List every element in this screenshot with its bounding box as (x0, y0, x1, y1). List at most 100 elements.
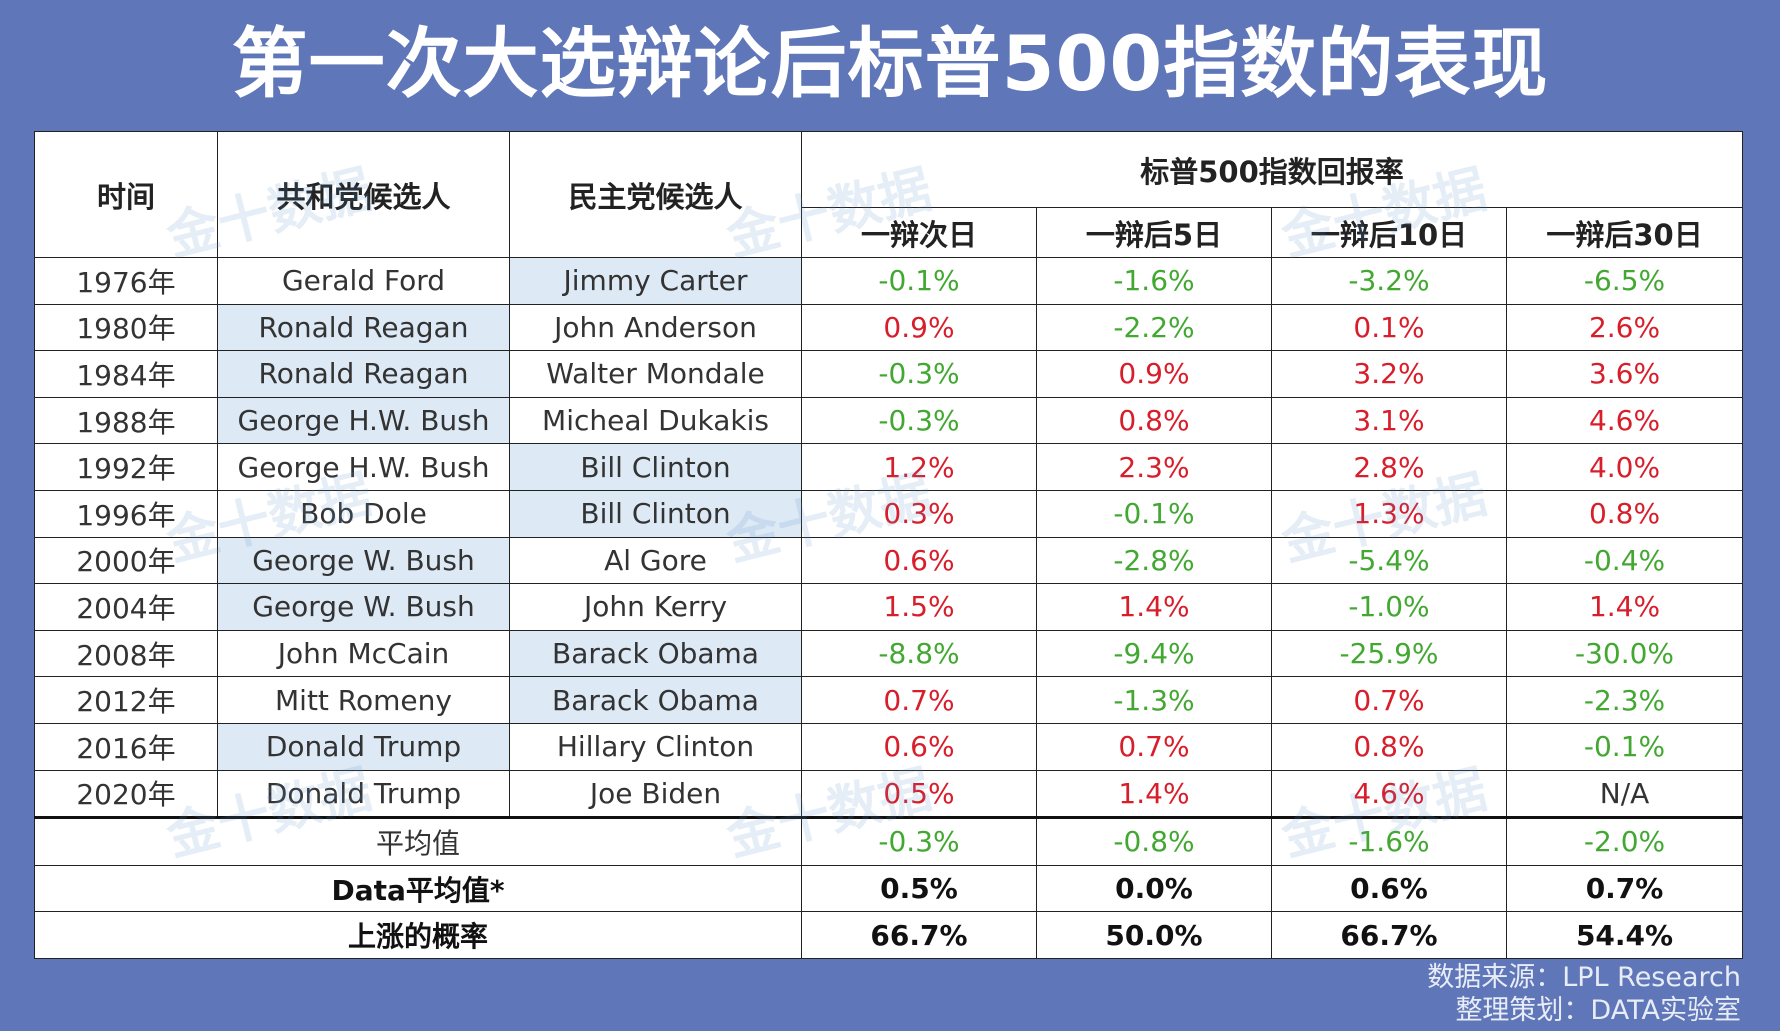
returns-table-container: 时间 共和党候选人 民主党候选人 标普500指数回报率 一辩次日 一辩后5日 一… (34, 131, 1744, 959)
return-day1-cell: -8.8% (801, 629, 1037, 678)
return-day5-cell: 0.9% (1036, 350, 1272, 398)
table-body: 1976年 Gerald Ford Jimmy Carter -0.1% -1.6% -3… (34, 257, 1744, 820)
table-row: 2000年 George W. Bush Al Gore 0.6% -2.8% -5.4%… (34, 536, 1744, 585)
return-day10-cell: 3.2% (1271, 350, 1507, 398)
democrat-cell: Barack Obama (509, 629, 802, 678)
year-cell: 1992年 (34, 443, 218, 491)
year-cell: 1988年 (34, 396, 218, 445)
header-day30: 一辩后30日 (1505, 207, 1744, 258)
year-cell: 2020年 (34, 769, 218, 820)
header-day10: 一辩后10日 (1271, 207, 1507, 258)
return-day5-cell: -2.2% (1036, 303, 1272, 352)
summary-row: Data平均值* 0.5% 0.0% 0.6% 0.7% (34, 864, 1744, 913)
republican-cell: George H.W. Bush (217, 396, 510, 445)
summary-d30-cell: -2.0% (1505, 817, 1744, 866)
republican-cell: Ronald Reagan (217, 303, 510, 352)
summary-d1-cell: 0.5% (801, 864, 1037, 913)
republican-cell: Gerald Ford (217, 257, 510, 305)
footer-editor: 整理策划：DATA实验室 (1455, 995, 1741, 1026)
return-day5-cell: 2.3% (1036, 443, 1272, 491)
year-cell: 2012年 (34, 676, 218, 724)
header-republican: 共和党候选人 (217, 131, 510, 258)
year-cell: 2004年 (34, 583, 218, 631)
republican-cell: George W. Bush (217, 583, 510, 631)
return-day30-cell: 0.8% (1505, 489, 1744, 538)
return-day5-cell: -1.6% (1036, 257, 1272, 305)
democrat-cell: John Kerry (509, 583, 802, 631)
democrat-cell: Joe Biden (509, 769, 802, 820)
democrat-cell: Micheal Dukakis (509, 396, 802, 445)
page-title: 第一次大选辩论后标普500指数的表现 (231, 19, 1549, 108)
return-day10-cell: 1.3% (1271, 489, 1507, 538)
return-day30-cell: 2.6% (1505, 303, 1744, 352)
democrat-cell: John Anderson (509, 303, 802, 352)
summary-row: 平均值 -0.3% -0.8% -1.6% -2.0% (34, 817, 1744, 866)
return-day30-cell: -6.5% (1505, 257, 1744, 305)
footer: 数据来源：LPL Research 整理策划：DATA实验室 (1341, 961, 1741, 1027)
return-day1-cell: 0.9% (801, 303, 1037, 352)
year-cell: 2000年 (34, 536, 218, 585)
return-day10-cell: 3.1% (1271, 396, 1507, 445)
year-cell: 1984年 (34, 350, 218, 398)
republican-cell: Bob Dole (217, 489, 510, 538)
return-day30-cell: 4.6% (1505, 396, 1744, 445)
table-row: 1984年 Ronald Reagan Walter Mondale -0.3% 0.9… (34, 350, 1744, 398)
year-cell: 1980年 (34, 303, 218, 352)
return-day1-cell: -0.3% (801, 396, 1037, 445)
return-day1-cell: 0.3% (801, 489, 1037, 538)
summary-d1-cell: 66.7% (801, 911, 1037, 959)
summary-d1-cell: -0.3% (801, 817, 1037, 866)
return-day30-cell: -0.1% (1505, 722, 1744, 771)
summary-label: 平均值 (34, 817, 802, 866)
return-day5-cell: 0.8% (1036, 396, 1272, 445)
democrat-cell: Hillary Clinton (509, 722, 802, 771)
return-day30-cell: 1.4% (1505, 583, 1744, 631)
democrat-cell: Bill Clinton (509, 443, 802, 491)
return-day10-cell: -5.4% (1271, 536, 1507, 585)
democrat-cell: Barack Obama (509, 676, 802, 724)
republican-cell: John McCain (217, 629, 510, 678)
summary-d5-cell: 0.0% (1036, 864, 1272, 913)
return-day10-cell: 4.6% (1271, 769, 1507, 820)
summary-d30-cell: 54.4% (1505, 911, 1744, 959)
republican-cell: George W. Bush (217, 536, 510, 585)
return-day5-cell: -1.3% (1036, 676, 1272, 724)
year-cell: 2008年 (34, 629, 218, 678)
header-returns: 标普500指数回报率 (800, 131, 1744, 208)
return-day10-cell: -3.2% (1271, 257, 1507, 305)
return-day1-cell: 0.6% (801, 536, 1037, 585)
return-day5-cell: 1.4% (1036, 583, 1272, 631)
return-day10-cell: 0.8% (1271, 722, 1507, 771)
table-row: 1996年 Bob Dole Bill Clinton 0.3% -0.1% 1.3% 0.… (34, 489, 1744, 538)
summary-row: 上涨的概率 66.7% 50.0% 66.7% 54.4% (34, 911, 1744, 959)
democrat-cell: Al Gore (509, 536, 802, 585)
table-row: 2020年 Donald Trump Joe Biden 0.5% 1.4% 4.6% N/… (34, 769, 1744, 820)
summary-d10-cell: 0.6% (1271, 864, 1507, 913)
republican-cell: Mitt Romeny (217, 676, 510, 724)
return-day30-cell: 3.6% (1505, 350, 1744, 398)
return-day30-cell: N/A (1505, 769, 1744, 820)
return-day1-cell: 0.6% (801, 722, 1037, 771)
summary-d30-cell: 0.7% (1505, 864, 1744, 913)
returns-table: 时间 共和党候选人 民主党候选人 标普500指数回报率 一辩次日 一辩后5日 一… (34, 131, 1744, 959)
table-row: 1976年 Gerald Ford Jimmy Carter -0.1% -1.6% -3… (34, 257, 1744, 305)
return-day5-cell: -2.8% (1036, 536, 1272, 585)
table-row: 2008年 John McCain Barack Obama -8.8% -9.4% -2… (34, 629, 1744, 678)
return-day30-cell: -2.3% (1505, 676, 1744, 724)
return-day5-cell: 0.7% (1036, 722, 1272, 771)
democrat-cell: Bill Clinton (509, 489, 802, 538)
table-summary: 平均值 -0.3% -0.8% -1.6% -2.0% Data平均值* 0.5% 0.0% 0… (34, 817, 1744, 959)
header-day5: 一辩后5日 (1036, 207, 1272, 258)
year-cell: 2016年 (34, 722, 218, 771)
summary-d10-cell: 66.7% (1271, 911, 1507, 959)
return-day5-cell: 1.4% (1036, 769, 1272, 820)
republican-cell: George H.W. Bush (217, 443, 510, 491)
summary-label: Data平均值* (34, 864, 802, 913)
year-cell: 1976年 (34, 257, 218, 305)
return-day1-cell: -0.1% (801, 257, 1037, 305)
table-row: 1988年 George H.W. Bush Micheal Dukakis -0.3… (34, 396, 1744, 445)
table-row: 1992年 George H.W. Bush Bill Clinton 1.2% 2.3… (34, 443, 1744, 491)
republican-cell: Donald Trump (217, 769, 510, 820)
year-cell: 1996年 (34, 489, 218, 538)
table-row: 2004年 George W. Bush John Kerry 1.5% 1.4% -1.… (34, 583, 1744, 631)
